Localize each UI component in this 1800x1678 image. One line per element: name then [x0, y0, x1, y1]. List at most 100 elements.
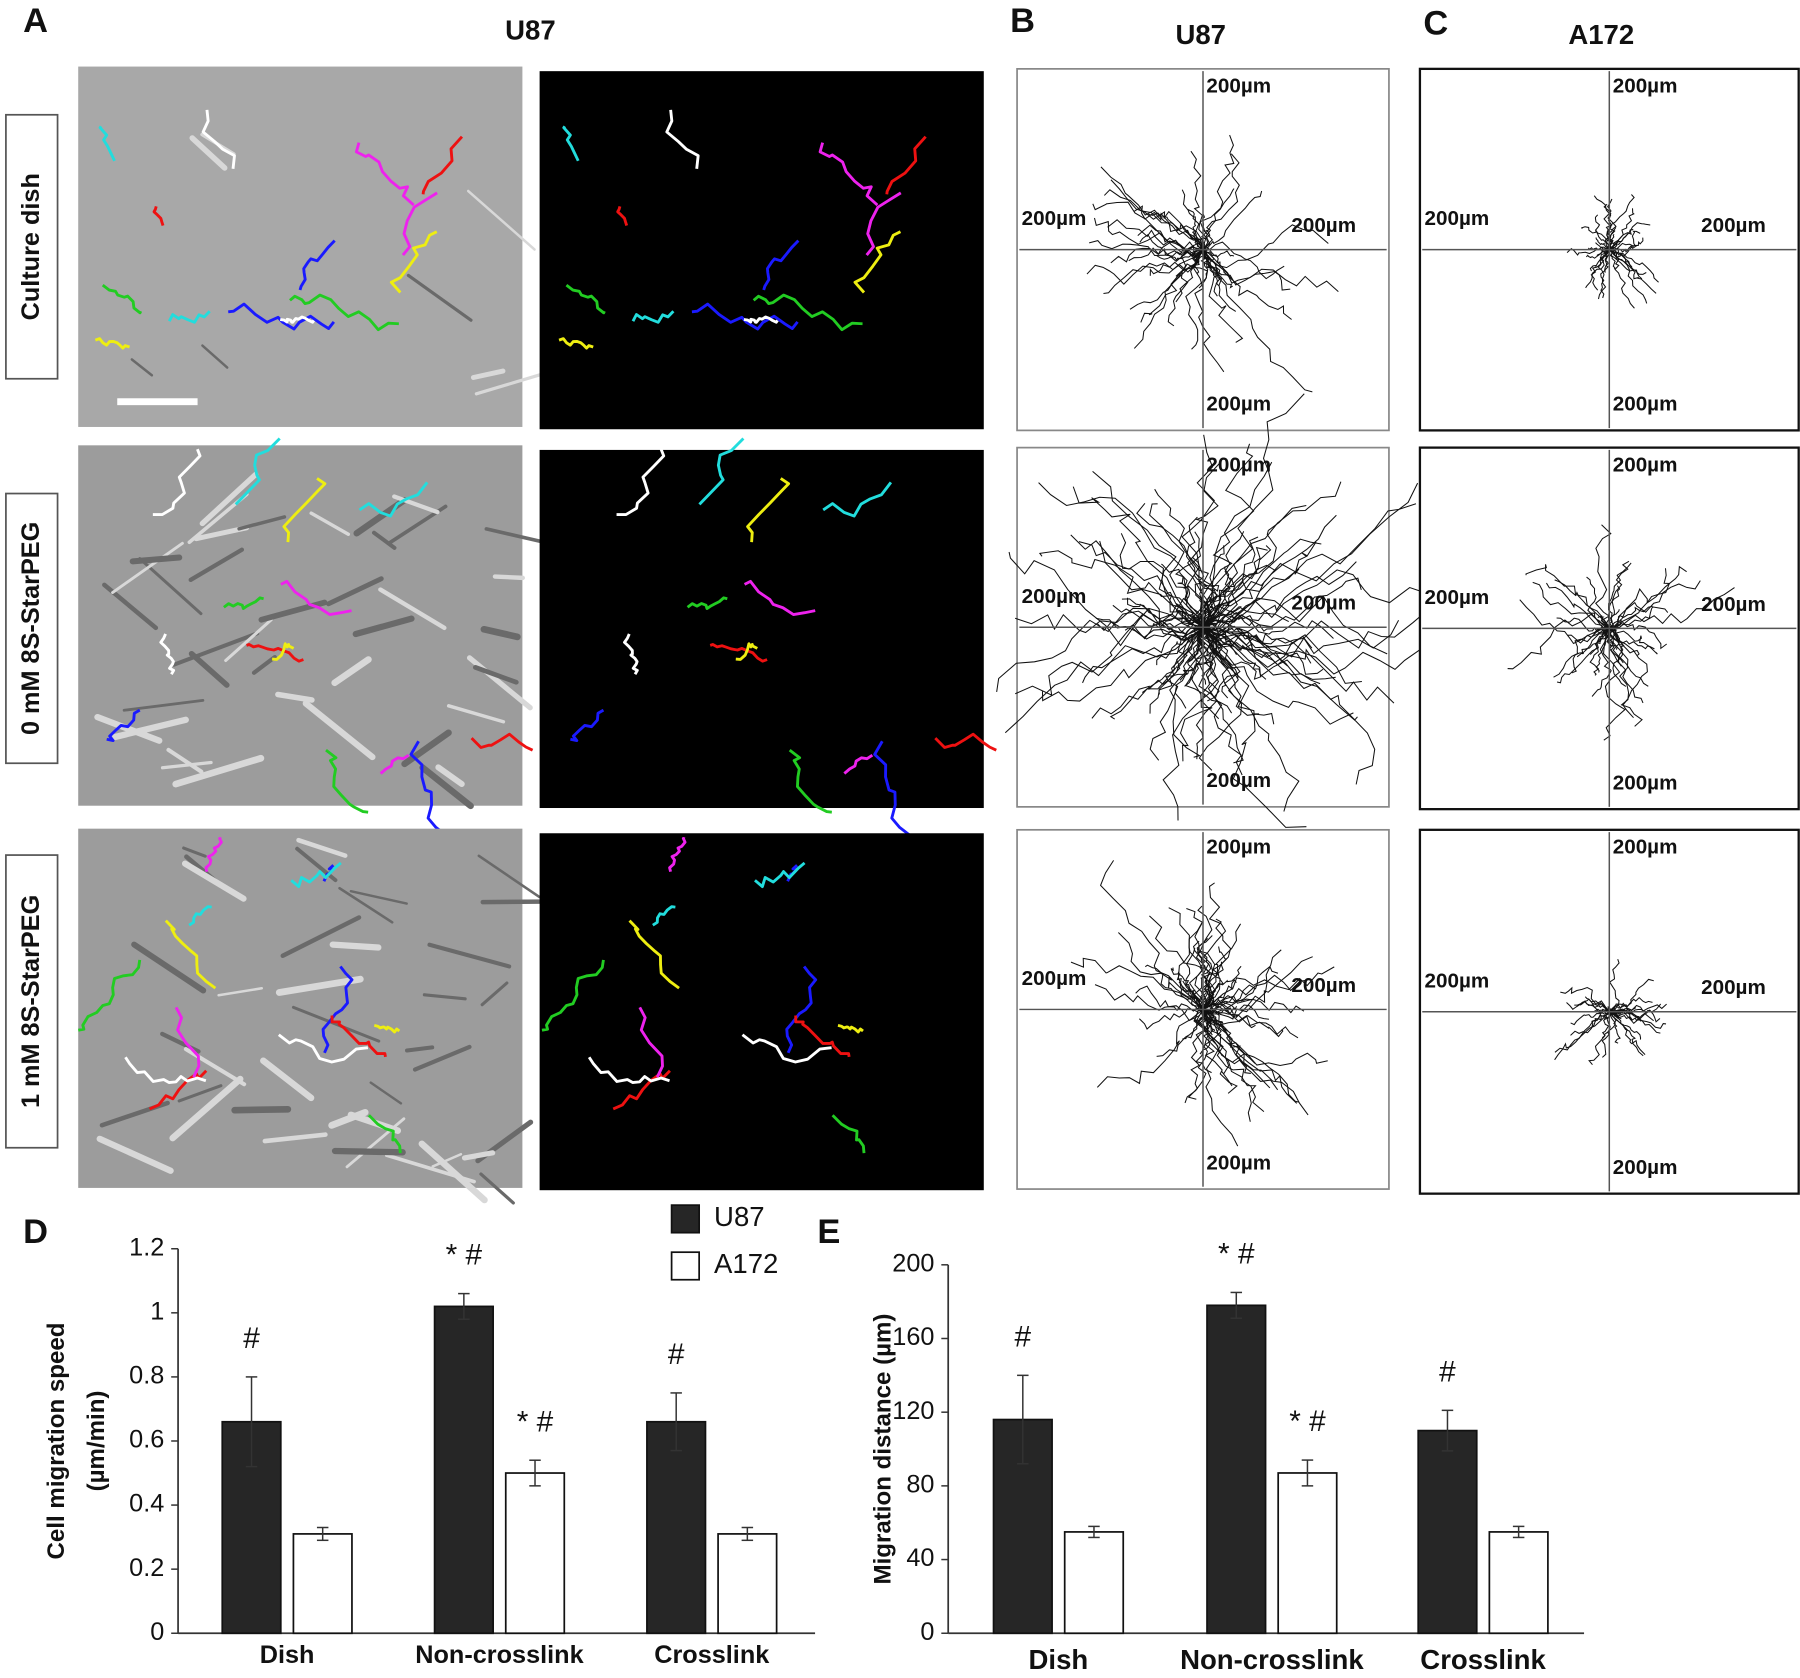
- scale-label: 200µm: [1701, 214, 1766, 237]
- trajectory: [1202, 1009, 1216, 1032]
- cell-shape: [372, 530, 397, 550]
- trajectory: [1595, 237, 1610, 251]
- significance-marker: * #: [517, 1405, 554, 1438]
- cell-track: [885, 135, 927, 195]
- cell-shape: [182, 846, 207, 858]
- cell-track: [665, 109, 700, 169]
- cell-shape: [130, 358, 154, 377]
- row-label: 1 mM 8S-StarPEG: [17, 895, 45, 1108]
- cell-shape: [291, 1005, 381, 1043]
- trajectory: [1140, 246, 1204, 323]
- error-bar: [245, 1376, 258, 1468]
- cell-shape: [302, 700, 376, 761]
- trajectory: [1103, 249, 1204, 295]
- cell-shape: [96, 1135, 174, 1174]
- scale-label: 200µm: [1613, 1156, 1678, 1179]
- cell-track: [631, 310, 675, 324]
- cell-track: [124, 1056, 207, 1084]
- legend-label: A172: [714, 1248, 778, 1279]
- cell-track: [638, 1006, 664, 1078]
- trajectory: [1186, 908, 1207, 1010]
- trajectory: [1100, 166, 1204, 250]
- trajectory: [1604, 194, 1635, 250]
- trajectory: [1202, 974, 1308, 1010]
- cell-track: [234, 437, 281, 506]
- cell-shape: [122, 699, 205, 712]
- cell-shape: [166, 747, 204, 774]
- bar: [717, 1533, 778, 1635]
- trajectory: [1607, 627, 1627, 687]
- trajectory: [1202, 979, 1237, 1010]
- cell-shape: [112, 716, 189, 741]
- cell-track: [409, 740, 448, 837]
- significance-marker: * #: [446, 1239, 483, 1272]
- trajectory: [1609, 627, 1658, 655]
- panel-title: U87: [1175, 19, 1226, 50]
- cell-track: [246, 643, 304, 663]
- cell-track: [934, 732, 997, 752]
- scale-label: 200µm: [1022, 967, 1087, 990]
- row-label-box: [5, 492, 59, 765]
- trajectory: [1149, 915, 1204, 1010]
- cell-shape: [378, 587, 447, 631]
- trajectory: [1553, 626, 1610, 678]
- micrograph: [78, 828, 567, 1205]
- scale-label: 200µm: [1613, 393, 1678, 416]
- bar: [504, 1472, 566, 1635]
- cell-shape: [181, 860, 247, 902]
- cell-track: [865, 191, 902, 256]
- x-tick-label: Crosslink: [1420, 1644, 1546, 1675]
- bar: [1063, 1531, 1125, 1635]
- bar: [1206, 1304, 1267, 1635]
- trajectory: [1576, 628, 1610, 658]
- cell-track: [201, 109, 236, 169]
- cell-track: [78, 959, 142, 1032]
- scale-label: 200µm: [1206, 769, 1271, 792]
- x-tick-label: Non-crosslink: [1180, 1644, 1364, 1675]
- trajectory: [1200, 882, 1227, 1010]
- y-tick-label: 200: [892, 1249, 934, 1277]
- scale-label: 200µm: [1022, 207, 1087, 230]
- cell-track: [628, 919, 680, 990]
- cell-track: [691, 302, 799, 331]
- bar: [433, 1305, 494, 1635]
- trajectory: [1109, 626, 1204, 720]
- trajectory: [1200, 627, 1262, 680]
- significance-marker: #: [243, 1322, 260, 1355]
- scale-label: 200µm: [1291, 214, 1356, 237]
- trajectory: [1574, 1000, 1610, 1015]
- trajectory: [1202, 249, 1292, 320]
- trajectory: [1004, 626, 1204, 734]
- cell-shape: [392, 494, 440, 515]
- cell-shape: [427, 942, 512, 969]
- trajectory: [1137, 224, 1204, 252]
- scale-label: 200µm: [1613, 836, 1678, 859]
- trajectory: [1608, 1011, 1644, 1057]
- cell-track: [743, 579, 816, 617]
- error-bar: [458, 1292, 470, 1320]
- bar: [292, 1533, 353, 1635]
- trajectory: [1202, 1009, 1328, 1067]
- scale-label: 200µm: [1206, 75, 1271, 98]
- cell-track: [325, 748, 369, 814]
- cell-shape: [169, 1075, 244, 1142]
- cell-track: [741, 1033, 832, 1064]
- cell-track: [762, 239, 800, 291]
- trajectory: [1202, 626, 1275, 725]
- trajectory: [1609, 1011, 1642, 1040]
- scale-bar: [117, 398, 198, 406]
- trajectory: [1202, 190, 1263, 251]
- cell-track: [565, 284, 606, 315]
- cell-track: [321, 965, 354, 1054]
- cell-track: [152, 205, 165, 226]
- bar: [1417, 1429, 1478, 1635]
- cell-track: [623, 633, 639, 675]
- trajectory: [1099, 540, 1210, 628]
- micrograph-bg: [78, 445, 523, 806]
- panel-label: C: [1423, 4, 1448, 42]
- trajectory: [1202, 606, 1242, 628]
- trajectory: [1596, 249, 1610, 256]
- y-tick-label: 0.8: [129, 1362, 164, 1390]
- cell-track: [358, 481, 429, 518]
